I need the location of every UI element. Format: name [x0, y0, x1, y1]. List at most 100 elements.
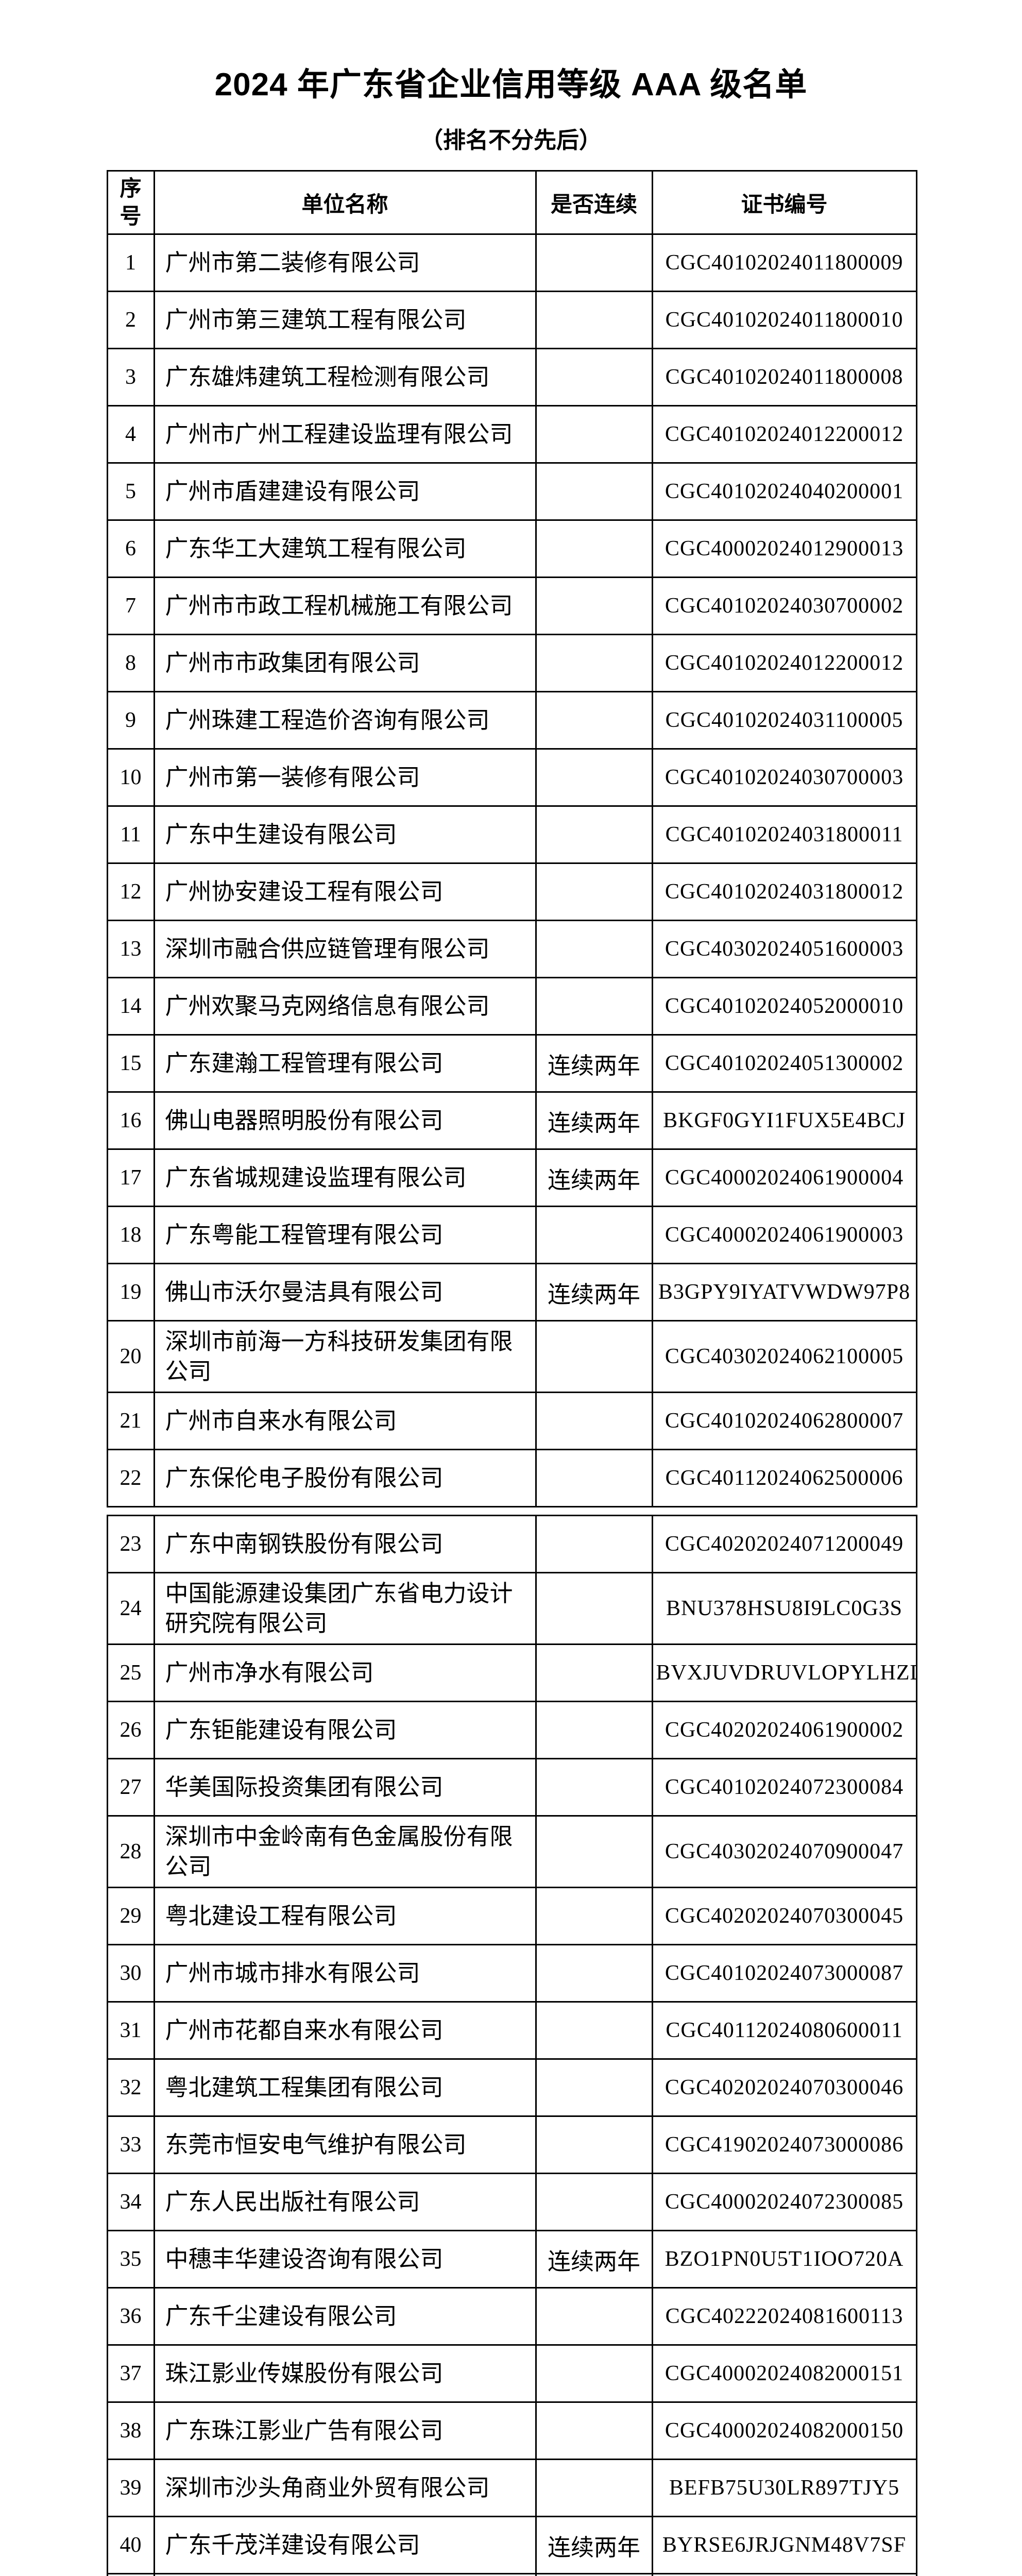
- company-name: 广州市广州工程建设监理有限公司: [153, 405, 537, 464]
- table-row: 18 广东粤能工程管理有限公司 CGC40002024061900003: [106, 1206, 917, 1265]
- row-number: 14: [106, 977, 155, 1036]
- certificate-number: CGC40002024061900004: [651, 1148, 917, 1208]
- certificate-number: CGC40302024051600003: [651, 920, 917, 979]
- certificate-number: CGC40102024011800008: [651, 348, 917, 407]
- row-number: 1: [106, 233, 155, 293]
- certificate-number: CGC40002024061900003: [651, 1206, 917, 1265]
- table-row: 41 景业建设集团有限公司 连续两年 B0GPGJLI7AV37067SR: [106, 2573, 917, 2576]
- page-subtitle: （排名不分先后）: [420, 128, 602, 154]
- certificate-number: CGC40102024073000087: [651, 1944, 917, 2003]
- table-row: 35 中穗丰华建设咨询有限公司 连续两年 BZO1PN0U5T1IOO720A: [106, 2230, 917, 2289]
- row-number: 15: [106, 1034, 155, 1093]
- continuous-status: 连续两年: [535, 1034, 653, 1093]
- table-row: 21 广州市自来水有限公司 CGC40102024062800007: [106, 1392, 917, 1451]
- company-name: 广州协安建设工程有限公司: [153, 862, 537, 922]
- continuous-status: [535, 862, 653, 922]
- certificate-number: CGC40102024040200001: [651, 462, 917, 521]
- company-name: 广东千尘建设有限公司: [153, 2287, 537, 2346]
- row-number: 4: [106, 405, 155, 464]
- table-row: 25 广州市净水有限公司 BVXJUVDRUVLOPYLHZD: [106, 1643, 917, 1703]
- continuous-status: [535, 2344, 653, 2403]
- company-name: 深圳市沙头角商业外贸有限公司: [153, 2459, 537, 2518]
- certificate-number: CGC40102024052000010: [651, 977, 917, 1036]
- header-row: 序号 单位名称 是否连续 证书编号: [106, 170, 917, 235]
- certificate-number: BEFB75U30LR897TJY5: [651, 2459, 917, 2518]
- certificate-number: B0GPGJLI7AV37067SR: [651, 2573, 917, 2576]
- continuous-status: [535, 2287, 653, 2346]
- continuous-status: 连续两年: [535, 1263, 653, 1322]
- continuous-status: [535, 1815, 653, 1889]
- company-name: 广州市市政工程机械施工有限公司: [153, 577, 537, 636]
- row-number: 18: [106, 1206, 155, 1265]
- row-number: 16: [106, 1091, 155, 1150]
- row-number: 9: [106, 691, 155, 750]
- continuous-status: [535, 291, 653, 350]
- row-number: 21: [106, 1392, 155, 1451]
- column-header-no-label: 序号: [120, 176, 142, 229]
- row-number: 29: [106, 1887, 155, 1946]
- table-row: 1 广州市第二装修有限公司 CGC40102024011800009: [106, 233, 917, 293]
- continuous-status: [535, 1320, 653, 1394]
- table-row: 4 广州市广州工程建设监理有限公司 CGC40102024012200012: [106, 405, 917, 464]
- company-name: 深圳市前海一方科技研发集团有限公司: [153, 1320, 537, 1394]
- company-name: 粤北建设工程有限公司: [153, 1887, 537, 1946]
- table-row: 3 广东雄炜建筑工程检测有限公司 CGC40102024011800008: [106, 348, 917, 407]
- column-header-continuous: 是否连续: [535, 170, 653, 235]
- company-name: 中穗丰华建设咨询有限公司: [153, 2230, 537, 2289]
- table-row: 22 广东保伦电子股份有限公司 CGC40112024062500006: [106, 1449, 917, 1508]
- row-number: 22: [106, 1449, 155, 1508]
- company-name: 中国能源建设集团广东省电力设计研究院有限公司: [153, 1572, 537, 1646]
- continuous-status: [535, 2173, 653, 2232]
- table-row: 10 广州市第一装修有限公司 CGC40102024030700003: [106, 748, 917, 807]
- row-number: 10: [106, 748, 155, 807]
- company-name: 佛山市沃尔曼洁具有限公司: [153, 1263, 537, 1322]
- continuous-status: 连续两年: [535, 2230, 653, 2289]
- table-row: 11 广东中生建设有限公司 CGC40102024031800011: [106, 805, 917, 865]
- table-row: 23 广东中南钢铁股份有限公司 CGC40202024071200049: [106, 1515, 917, 1574]
- continuous-status: [535, 1206, 653, 1265]
- row-number: 40: [106, 2516, 155, 2575]
- certificate-number: CGC40102024030700003: [651, 748, 917, 807]
- company-name: 广东华工大建筑工程有限公司: [153, 519, 537, 579]
- row-number: 24: [106, 1572, 155, 1646]
- certificate-number: CGC40302024070900047: [651, 1815, 917, 1889]
- certificate-number: CGC40302024062100005: [651, 1320, 917, 1394]
- certificate-number: CGC40002024012900013: [651, 519, 917, 579]
- table-row: 33 东莞市恒安电气维护有限公司 CGC41902024073000086: [106, 2115, 917, 2175]
- table-row: 31 广州市花都自来水有限公司 CGC40112024080600011: [106, 2001, 917, 2060]
- table-row: 34 广东人民出版社有限公司 CGC40002024072300085: [106, 2173, 917, 2232]
- table-row: 37 珠江影业传媒股份有限公司 CGC40002024082000151: [106, 2344, 917, 2403]
- company-name: 广州欢聚马克网络信息有限公司: [153, 977, 537, 1036]
- row-number: 19: [106, 1263, 155, 1322]
- certificate-number: CGC40102024030700002: [651, 577, 917, 636]
- table-row: 16 佛山电器照明股份有限公司 连续两年 BKGF0GYI1FUX5E4BCJ: [106, 1091, 917, 1150]
- continuous-status: 连续两年: [535, 2573, 653, 2576]
- certificate-number: CGC40102024051300002: [651, 1034, 917, 1093]
- certificate-number: CGC40202024061900002: [651, 1701, 917, 1760]
- certificate-number: BYRSE6JRJGNM48V7SF: [651, 2516, 917, 2575]
- company-name: 深圳市中金岭南有色金属股份有限公司: [153, 1815, 537, 1889]
- company-name: 广东保伦电子股份有限公司: [153, 1449, 537, 1508]
- company-name: 广州市城市排水有限公司: [153, 1944, 537, 2003]
- continuous-status: 连续两年: [535, 1148, 653, 1208]
- company-name: 东莞市恒安电气维护有限公司: [153, 2115, 537, 2175]
- company-name: 珠江影业传媒股份有限公司: [153, 2344, 537, 2403]
- continuous-status: [535, 348, 653, 407]
- company-name: 广东省城规建设监理有限公司: [153, 1148, 537, 1208]
- continuous-status: [535, 2058, 653, 2117]
- company-name: 景业建设集团有限公司: [153, 2573, 537, 2576]
- continuous-status: 连续两年: [535, 2516, 653, 2575]
- company-name: 广东千茂洋建设有限公司: [153, 2516, 537, 2575]
- table-row: 26 广东钜能建设有限公司 CGC40202024061900002: [106, 1701, 917, 1760]
- continuous-status: [535, 1643, 653, 1703]
- table-row: 17 广东省城规建设监理有限公司 连续两年 CGC400020240619000…: [106, 1148, 917, 1208]
- certificate-number: CGC40202024070300046: [651, 2058, 917, 2117]
- certificate-number: CGC40102024012200012: [651, 634, 917, 693]
- certificate-number: BZO1PN0U5T1IOO720A: [651, 2230, 917, 2289]
- certificate-number: CGC40202024071200049: [651, 1515, 917, 1574]
- row-number: 3: [106, 348, 155, 407]
- continuous-status: [535, 2115, 653, 2175]
- row-number: 8: [106, 634, 155, 693]
- company-name: 广东钜能建设有限公司: [153, 1701, 537, 1760]
- certificate-number: CGC40112024080600011: [651, 2001, 917, 2060]
